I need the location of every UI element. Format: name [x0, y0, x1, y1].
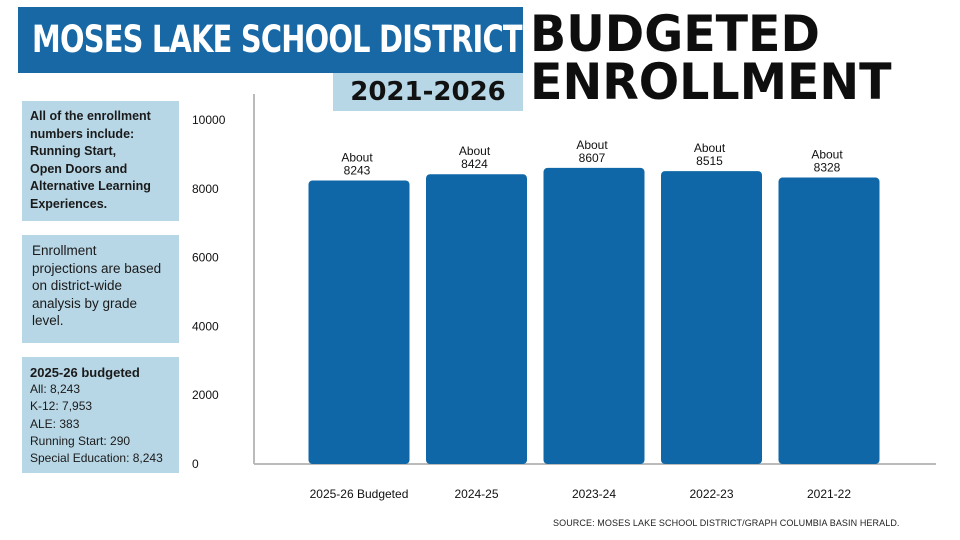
y-tick-label: 4000	[192, 319, 219, 333]
note-line: Enrollment	[32, 243, 97, 258]
category-label: 2025-26 Budgeted	[310, 487, 409, 501]
y-tick-label: 2000	[192, 388, 219, 402]
data-label-value: 8607	[579, 151, 606, 165]
budget-line: All: 8,243	[30, 382, 81, 397]
chart-labels: 2025-26 BudgetedAbout82432024-25About842…	[310, 138, 852, 501]
data-label-prefix: About	[694, 141, 726, 155]
headline: BUDGETED ENROLLMENT	[530, 5, 892, 111]
category-label: 2024-25	[454, 487, 498, 501]
title-banner: MOSES LAKE SCHOOL DISTRICT	[18, 7, 523, 73]
note-line: projections are based	[32, 260, 162, 276]
note-line: analysis by grade	[32, 295, 138, 311]
note-line: level.	[32, 313, 64, 328]
budget-line: Running Start: 290	[30, 433, 131, 448]
budget-line: ALE: 383	[30, 416, 80, 431]
data-label-prefix: About	[811, 148, 843, 162]
data-label-prefix: About	[576, 138, 608, 152]
note-line: Experiences.	[30, 196, 108, 211]
bar-0	[308, 180, 410, 464]
note-line: Open Doors and	[30, 161, 128, 176]
note-line: Alternative Learning	[30, 179, 151, 193]
category-label: 2021-22	[807, 487, 851, 501]
years-box: 2021-2026	[333, 73, 523, 111]
source-note: SOURCE: MOSES LAKE SCHOOL DISTRICT/GRAPH…	[553, 518, 900, 528]
data-label-value: 8515	[696, 154, 723, 168]
budgeted-heading: 2025-26 budgeted	[30, 365, 140, 380]
data-label-value: 8328	[814, 161, 841, 175]
data-label-prefix: About	[459, 144, 491, 158]
data-label-value: 8243	[344, 163, 371, 177]
data-label-value: 8424	[461, 157, 488, 171]
category-label: 2023-24	[572, 487, 616, 501]
y-tick-label: 10000	[192, 113, 226, 127]
note-line: on district-wide	[32, 278, 123, 293]
y-tick-label: 8000	[192, 182, 219, 196]
bar-4	[778, 177, 880, 465]
data-label-prefix: About	[341, 150, 373, 164]
info-box-includes: All of the enrollment numbers include: R…	[22, 101, 179, 221]
district-title: MOSES LAKE SCHOOL DISTRICT	[32, 18, 523, 61]
budget-line: Special Education: 8,243	[30, 451, 163, 466]
years-label: 2021-2026	[350, 77, 506, 107]
note-line: Running Start,	[30, 144, 117, 158]
bar-3	[661, 171, 762, 465]
y-tick-label: 6000	[192, 251, 219, 265]
y-tick-label: 0	[192, 457, 199, 471]
bar-1	[426, 174, 527, 464]
headline-line1: BUDGETED	[530, 5, 820, 63]
category-label: 2022-23	[689, 487, 733, 501]
chart-bars	[308, 167, 880, 465]
info-box-projections: Enrollment projections are based on dist…	[22, 235, 179, 343]
budget-line: K-12: 7,953	[30, 399, 93, 414]
headline-line2: ENROLLMENT	[530, 53, 892, 111]
bar-2	[543, 167, 645, 465]
note-line: numbers include:	[30, 126, 135, 141]
info-box-budgeted: 2025-26 budgeted All: 8,243 K-12: 7,953 …	[22, 357, 179, 473]
note-line: All of the enrollment	[30, 109, 151, 123]
